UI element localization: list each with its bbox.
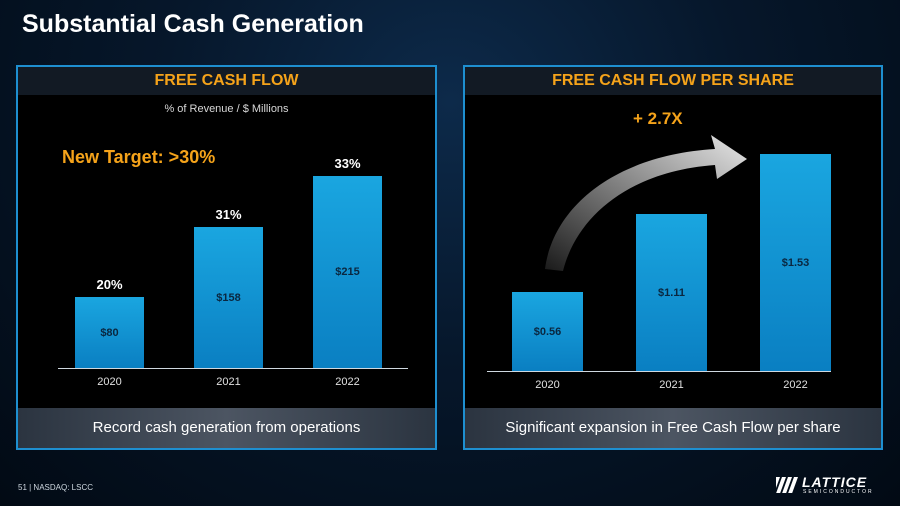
bar-value-label: $158 bbox=[216, 291, 241, 304]
pct-label-2020: 20% bbox=[96, 277, 123, 292]
pct-label-2021: 31% bbox=[215, 207, 242, 222]
logo-word: LATTICE bbox=[802, 474, 868, 490]
fcf-per-share-caption: Significant expansion in Free Cash Flow … bbox=[465, 408, 881, 448]
bar-2022: $1.53 bbox=[760, 154, 831, 371]
free-cash-flow-panel: FREE CASH FLOW % of Revenue / $ Millions… bbox=[16, 65, 437, 450]
bar-2021: $1.11 bbox=[636, 214, 707, 371]
year-label-2020: 2020 bbox=[97, 376, 122, 388]
page-footer: 51 | NASDAQ: LSCC bbox=[18, 483, 93, 492]
free-cash-flow-header: FREE CASH FLOW bbox=[18, 67, 435, 95]
growth-label: + 2.7X bbox=[633, 109, 683, 128]
lattice-logo: LATTICE SEMICONDUCTOR bbox=[776, 474, 886, 498]
slide-title: Substantial Cash Generation bbox=[22, 10, 364, 38]
year-label-2020: 2020 bbox=[535, 379, 560, 391]
right-chart-baseline bbox=[487, 371, 831, 372]
logo-sub: SEMICONDUCTOR bbox=[803, 489, 874, 495]
bar-2021: $158 bbox=[194, 227, 263, 368]
growth-arrow-icon bbox=[545, 135, 747, 271]
free-cash-flow-caption: Record cash generation from operations bbox=[18, 408, 435, 448]
year-label-2022: 2022 bbox=[783, 379, 808, 391]
bar-value-label: $80 bbox=[100, 326, 119, 339]
fcf-per-share-header: FREE CASH FLOW PER SHARE bbox=[465, 67, 881, 95]
year-label-2021: 2021 bbox=[216, 376, 241, 388]
bar-value-label: $1.53 bbox=[781, 256, 810, 269]
bar-2022: $215 bbox=[313, 176, 382, 368]
bar-2020: $80 bbox=[75, 297, 144, 368]
bar-2020: $0.56 bbox=[512, 292, 583, 371]
left-chart-baseline bbox=[58, 368, 408, 369]
bar-value-label: $215 bbox=[335, 266, 360, 278]
fcf-per-share-panel: FREE CASH FLOW PER SHARE + 2.7X $0.56 202… bbox=[463, 65, 883, 450]
pct-label-2022: 33% bbox=[334, 156, 361, 171]
bar-value-label: $1.11 bbox=[658, 286, 685, 299]
year-label-2021: 2021 bbox=[659, 379, 684, 391]
free-cash-flow-subtitle: % of Revenue / $ Millions bbox=[164, 103, 289, 115]
new-target-label: New Target: >30% bbox=[62, 147, 216, 167]
bar-value-label: $0.56 bbox=[533, 325, 562, 338]
year-label-2022: 2022 bbox=[335, 376, 360, 388]
lattice-logo-icon bbox=[776, 477, 798, 493]
